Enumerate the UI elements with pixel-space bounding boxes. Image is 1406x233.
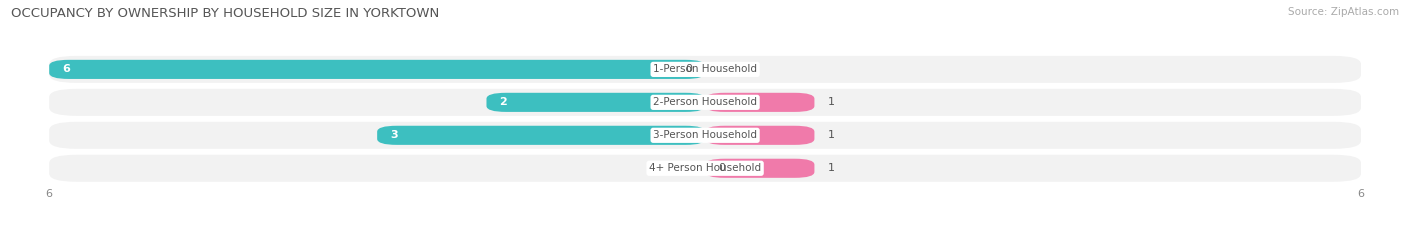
FancyBboxPatch shape	[49, 89, 1361, 116]
Text: 1: 1	[828, 163, 835, 173]
Text: 3-Person Household: 3-Person Household	[654, 130, 756, 140]
FancyBboxPatch shape	[706, 126, 814, 145]
Text: 1-Person Household: 1-Person Household	[654, 64, 756, 74]
Text: OCCUPANCY BY OWNERSHIP BY HOUSEHOLD SIZE IN YORKTOWN: OCCUPANCY BY OWNERSHIP BY HOUSEHOLD SIZE…	[11, 7, 440, 20]
Text: 1: 1	[828, 97, 835, 107]
Text: 0: 0	[685, 64, 692, 74]
Text: 0: 0	[718, 163, 725, 173]
Text: 1: 1	[828, 130, 835, 140]
FancyBboxPatch shape	[49, 56, 1361, 83]
FancyBboxPatch shape	[49, 155, 1361, 182]
Text: 4+ Person Household: 4+ Person Household	[650, 163, 761, 173]
Text: 2-Person Household: 2-Person Household	[654, 97, 756, 107]
Text: 3: 3	[391, 130, 398, 140]
FancyBboxPatch shape	[49, 122, 1361, 149]
Text: Source: ZipAtlas.com: Source: ZipAtlas.com	[1288, 7, 1399, 17]
Text: 6: 6	[62, 64, 70, 74]
FancyBboxPatch shape	[49, 60, 706, 79]
Text: 2: 2	[499, 97, 508, 107]
FancyBboxPatch shape	[486, 93, 706, 112]
FancyBboxPatch shape	[706, 159, 814, 178]
FancyBboxPatch shape	[377, 126, 706, 145]
FancyBboxPatch shape	[706, 93, 814, 112]
